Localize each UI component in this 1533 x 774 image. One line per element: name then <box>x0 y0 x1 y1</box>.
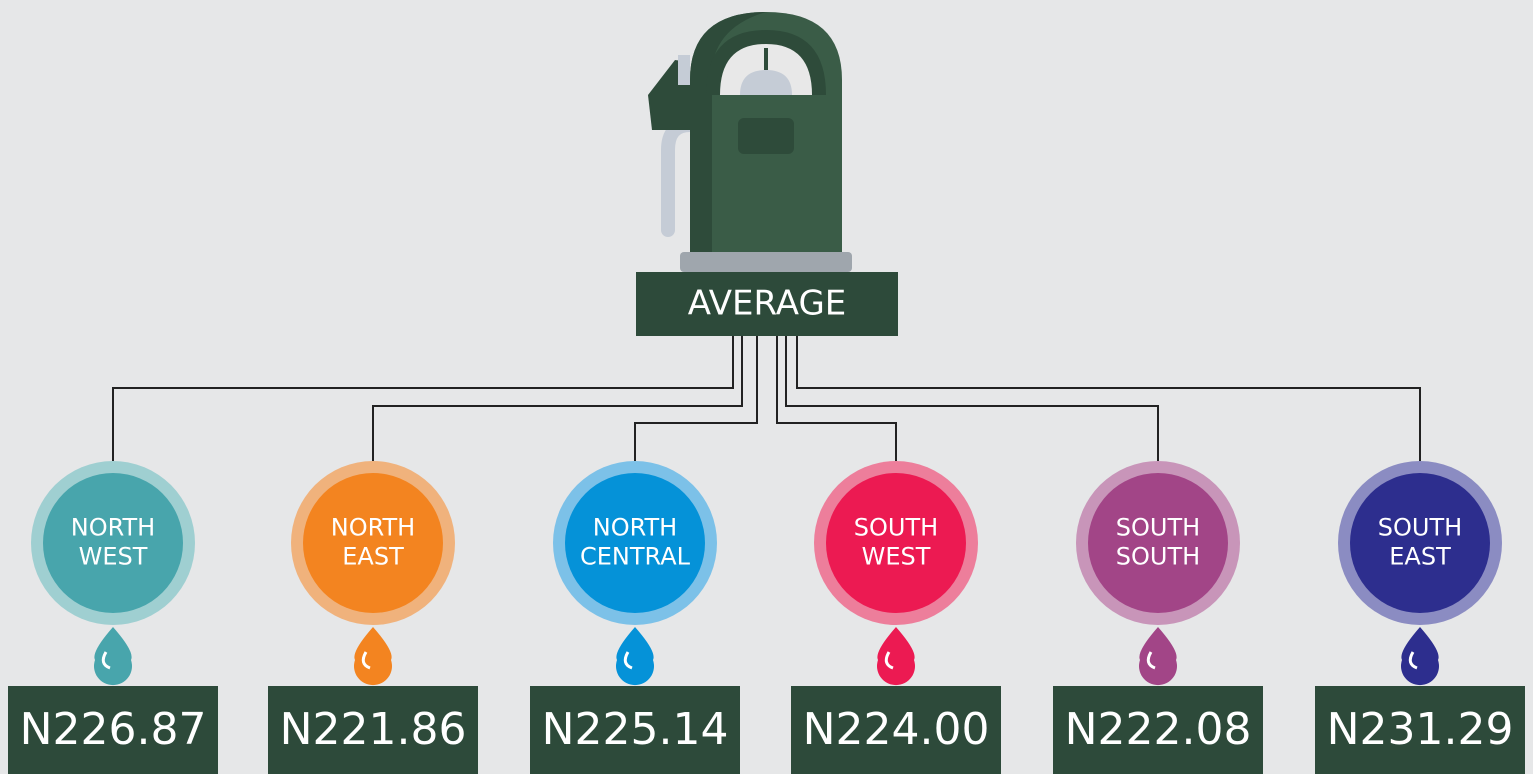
region-name: EAST <box>342 543 404 571</box>
region-name: NORTH <box>593 514 677 542</box>
price: N222.08 <box>1065 704 1252 755</box>
region-name: SOUTH <box>1378 514 1462 542</box>
region-name: NORTH <box>71 514 155 542</box>
price: N226.87 <box>20 704 207 755</box>
region-name: SOUTH <box>1116 543 1200 571</box>
price: N221.86 <box>280 704 467 755</box>
region-name: WEST <box>79 543 148 571</box>
region-name: NORTH <box>331 514 415 542</box>
region-name: WEST <box>862 543 931 571</box>
infographic: AVERAGE NORTHWESTN226.87NORTHEASTN221.86… <box>0 0 1533 774</box>
region-name: EAST <box>1389 543 1451 571</box>
price: N231.29 <box>1327 704 1514 755</box>
average-label: AVERAGE <box>688 284 847 324</box>
region-name: SOUTH <box>1116 514 1200 542</box>
price: N225.14 <box>542 704 729 755</box>
region-name: CENTRAL <box>580 543 691 571</box>
region-name: SOUTH <box>854 514 938 542</box>
price: N224.00 <box>803 704 990 755</box>
